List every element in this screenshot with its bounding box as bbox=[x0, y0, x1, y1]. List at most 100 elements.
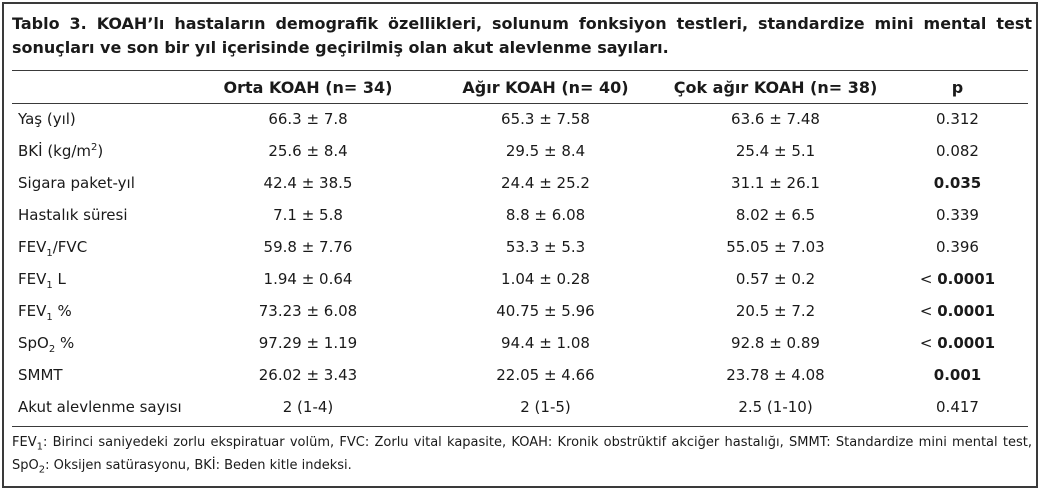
value-cell: 29.5 ± 8.4 bbox=[505, 142, 586, 160]
value-cell: 7.1 ± 5.8 bbox=[273, 206, 343, 224]
value-cell: 24.4 ± 25.2 bbox=[501, 174, 590, 192]
row-label: Hastalık süresi bbox=[12, 199, 193, 231]
value-cell: 53.3 ± 5.3 bbox=[505, 238, 586, 256]
table-row: FEV1 % 73.23 ± 6.08 40.75 ± 5.96 20.5 ± 7.2… bbox=[12, 295, 1032, 327]
header-rule bbox=[12, 103, 1028, 104]
value-cell: 55.05 ± 7.03 bbox=[726, 238, 825, 256]
p-value-cell: 0.417 bbox=[883, 391, 1032, 423]
row-label: Sigara paket-yıl bbox=[12, 167, 193, 199]
table-footnote: FEV1: Birinci saniyedeki zorlu ekspiratu… bbox=[12, 431, 1032, 477]
table-caption: Tablo 3. KOAH’lı hastaların demografik ö… bbox=[12, 14, 1032, 57]
p-value: 0.417 bbox=[936, 398, 979, 416]
value-cell: 2 (1-5) bbox=[520, 398, 571, 416]
value-cell: 23.78 ± 4.08 bbox=[726, 366, 825, 384]
footnote-subscript: 2 bbox=[38, 464, 46, 476]
row-label-text: SMMT bbox=[18, 366, 63, 384]
value-cell: 63.6 ± 7.48 bbox=[731, 110, 820, 128]
data-table: Orta KOAH (n= 34) Ağır KOAH (n= 40) Çok … bbox=[12, 72, 1032, 423]
row-label-text: FEV bbox=[18, 238, 47, 256]
table-row: Hastalık süresi 7.1 ± 5.8 8.8 ± 6.08 8.02 ±… bbox=[12, 199, 1032, 231]
top-rule bbox=[12, 70, 1028, 71]
footnote-text: FEV bbox=[12, 435, 37, 450]
p-value-cell: 0.082 bbox=[883, 135, 1032, 167]
p-value-prefix: < bbox=[919, 270, 938, 288]
value-cell: 94.4 ± 1.08 bbox=[501, 334, 590, 352]
value-cell: 26.02 ± 3.43 bbox=[258, 366, 358, 384]
p-value: 0.0001 bbox=[937, 270, 996, 288]
p-value-cell: 0.001 bbox=[883, 359, 1032, 391]
row-label-text: SpO bbox=[18, 334, 49, 352]
value-cell: 2.5 (1-10) bbox=[738, 398, 813, 416]
row-label-subscript: 1 bbox=[46, 248, 53, 259]
header-cell-orta: Orta KOAH (n= 34) bbox=[223, 78, 393, 97]
footnote-subscript: 1 bbox=[36, 441, 43, 453]
row-label-suffix: L bbox=[52, 270, 66, 288]
value-cell: 42.4 ± 38.5 bbox=[263, 174, 353, 192]
row-label-text: FEV bbox=[18, 302, 47, 320]
table-row: Yaş (yıl) 66.3 ± 7.8 65.3 ± 7.58 63.6 ± 7.4… bbox=[12, 103, 1032, 135]
p-value-prefix: < bbox=[919, 334, 938, 352]
value-cell: 59.8 ± 7.76 bbox=[263, 238, 353, 256]
row-label-text: FEV bbox=[18, 270, 47, 288]
p-value-cell: 0.312 bbox=[883, 103, 1032, 135]
footnote-text: : Birinci saniyedeki zorlu ekspiratuar v… bbox=[12, 435, 1032, 473]
row-label: SpO2 % bbox=[12, 327, 193, 359]
p-value-cell: 0.339 bbox=[883, 199, 1032, 231]
table-row: FEV1 L 1.94 ± 0.64 1.04 ± 0.28 0.57 ± 0.2 < … bbox=[12, 263, 1032, 295]
header-cell-label bbox=[12, 72, 193, 103]
row-label-text: Akut alevlenme sayısı bbox=[18, 398, 182, 416]
row-label-text: Sigara paket-yıl bbox=[18, 174, 135, 192]
p-value-cell: < 0.0001 bbox=[883, 327, 1032, 359]
row-label-text: Hastalık süresi bbox=[18, 206, 128, 224]
row-label-subscript: 2 bbox=[48, 344, 56, 355]
row-label-text: Yaş (yıl) bbox=[18, 110, 76, 128]
value-cell: 73.23 ± 6.08 bbox=[258, 302, 358, 320]
value-cell: 25.6 ± 8.4 bbox=[268, 142, 348, 160]
value-cell: 2 (1-4) bbox=[282, 398, 334, 416]
row-label: FEV1 L bbox=[12, 263, 193, 295]
row-label-subscript: 1 bbox=[46, 280, 53, 291]
table-row: Akut alevlenme sayısı 2 (1-4) 2 (1-5) 2.5 (… bbox=[12, 391, 1032, 423]
row-label-suffix: /FVC bbox=[52, 238, 88, 256]
value-cell: 22.05 ± 4.66 bbox=[496, 366, 595, 384]
p-value-cell: 0.396 bbox=[883, 231, 1032, 263]
p-value: 0.396 bbox=[936, 238, 979, 256]
row-label: SMMT bbox=[12, 359, 193, 391]
header-row: Orta KOAH (n= 34) Ağır KOAH (n= 40) Çok … bbox=[12, 72, 1032, 103]
header-cell-agir: Ağır KOAH (n= 40) bbox=[462, 78, 629, 97]
table-row: BKİ (kg/m2) 25.6 ± 8.4 29.5 ± 8.4 25.4 ± 5.… bbox=[12, 135, 1032, 167]
value-cell: 20.5 ± 7.2 bbox=[735, 302, 816, 320]
value-cell: 40.75 ± 5.96 bbox=[496, 302, 595, 320]
value-cell: 1.04 ± 0.28 bbox=[501, 270, 590, 288]
row-label: BKİ (kg/m2) bbox=[12, 135, 193, 167]
row-label-suffix: % bbox=[55, 334, 75, 352]
p-value: 0.0001 bbox=[937, 334, 996, 352]
p-value-cell: < 0.0001 bbox=[883, 295, 1032, 327]
value-cell: 66.3 ± 7.8 bbox=[268, 110, 348, 128]
footnote-text: : Oksijen satürasyonu, BKİ: Beden kitle … bbox=[45, 458, 352, 473]
value-cell: 1.94 ± 0.64 bbox=[263, 270, 353, 288]
value-cell: 8.02 ± 6.5 bbox=[735, 206, 816, 224]
value-cell: 31.1 ± 26.1 bbox=[731, 174, 820, 192]
p-value: 0.082 bbox=[936, 142, 979, 160]
p-value-prefix: < bbox=[919, 302, 938, 320]
table-body: Yaş (yıl) 66.3 ± 7.8 65.3 ± 7.58 63.6 ± 7.4… bbox=[12, 103, 1032, 423]
p-value: 0.312 bbox=[936, 110, 979, 128]
bottom-rule bbox=[12, 426, 1028, 427]
header-cell-p: p bbox=[951, 78, 964, 97]
row-label: Yaş (yıl) bbox=[12, 103, 193, 135]
p-value: 0.001 bbox=[933, 366, 982, 384]
value-cell: 97.29 ± 1.19 bbox=[258, 334, 358, 352]
p-value-cell: < 0.0001 bbox=[883, 263, 1032, 295]
p-value: 0.035 bbox=[933, 174, 982, 192]
row-label-suffix: % bbox=[52, 302, 72, 320]
p-value: 0.0001 bbox=[937, 302, 996, 320]
value-cell: 25.4 ± 5.1 bbox=[735, 142, 816, 160]
row-label: FEV1 % bbox=[12, 295, 193, 327]
p-value-cell: 0.035 bbox=[883, 167, 1032, 199]
value-cell: 0.57 ± 0.2 bbox=[735, 270, 816, 288]
row-label-superscript: 2 bbox=[91, 142, 98, 153]
value-cell: 8.8 ± 6.08 bbox=[505, 206, 586, 224]
p-value: 0.339 bbox=[936, 206, 979, 224]
row-label-subscript: 1 bbox=[46, 312, 53, 323]
